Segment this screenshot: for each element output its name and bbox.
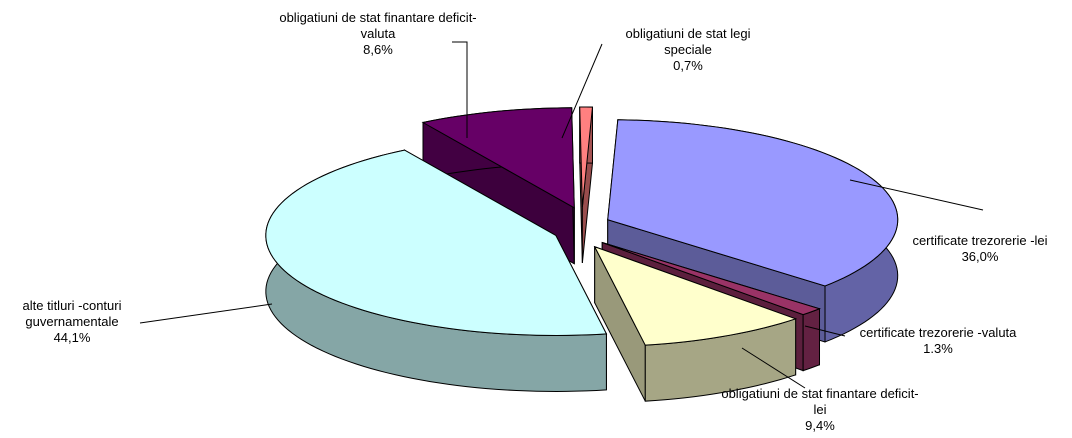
value-label: 0,7%	[673, 58, 703, 73]
slice-label: certificate trezorerie -valuta 1.3%	[848, 325, 1028, 357]
slice	[593, 245, 798, 346]
value-label: 8,6%	[363, 42, 393, 57]
category-label: certificate trezorerie -lei	[912, 233, 1048, 248]
value-label: 44,1%	[53, 330, 91, 345]
category-label: obligatiuni de stat legi speciale	[625, 26, 751, 57]
leader-line	[561, 43, 603, 139]
category-label: obligatiuni de stat finantare deficit-le…	[721, 386, 919, 417]
category-label: obligatiuni de stat finantare deficit- v…	[279, 10, 477, 41]
slice-label: obligatiuni de stat legi speciale 0,7%	[608, 26, 768, 74]
value-label: 36,0%	[961, 249, 999, 264]
slices	[265, 106, 899, 402]
slice-label: certificate trezorerie -lei 36,0%	[890, 233, 1070, 265]
leader-line	[849, 179, 984, 211]
leader-line	[139, 303, 273, 324]
category-label: certificate trezorerie -valuta	[859, 325, 1017, 340]
slice-label: obligatiuni de stat finantare deficit-le…	[720, 386, 920, 434]
slice-label: obligatiuni de stat finantare deficit- v…	[278, 10, 478, 58]
slice	[265, 149, 608, 336]
value-label: 9,4%	[805, 418, 835, 433]
slice-label: alte titluri -conturi guvernamentale 44,1…	[2, 298, 142, 346]
value-label: 1.3%	[923, 341, 953, 356]
leader-line	[452, 41, 468, 138]
leader-line	[741, 347, 806, 389]
slice-wall	[802, 308, 821, 372]
slice	[607, 119, 899, 287]
slice	[579, 106, 594, 208]
category-label: alte titluri -conturi guvernamentale	[22, 298, 122, 329]
slice	[602, 242, 822, 316]
leader-line	[804, 325, 846, 337]
slice	[421, 107, 575, 209]
